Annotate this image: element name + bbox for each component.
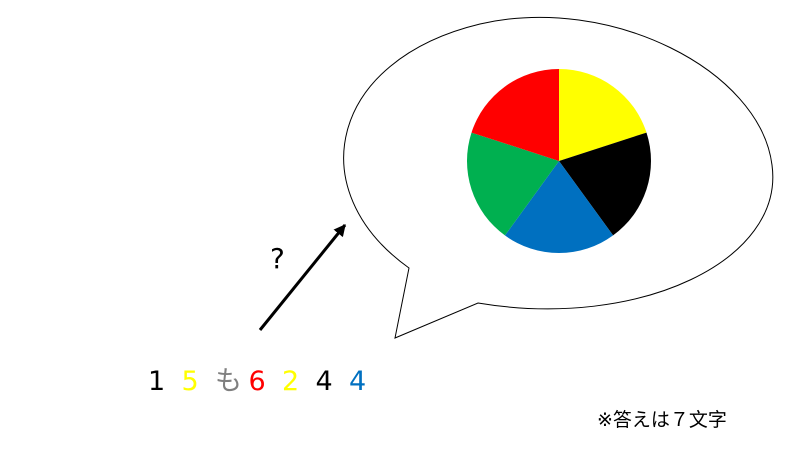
wheel-segment-green (466, 132, 559, 236)
wheel-segment-blue (504, 161, 614, 254)
wheel-segment-yellow (559, 69, 647, 161)
sequence-char: 2 (282, 366, 299, 397)
sequence-char: 4 (316, 366, 333, 397)
arrow (258, 224, 347, 331)
sequence-char: 6 (249, 366, 266, 397)
color-wheel (466, 69, 652, 254)
sequence-char: も (215, 366, 242, 397)
answer-length-note: ※答えは７文字 (597, 409, 727, 431)
sequence-char: 5 (182, 366, 199, 397)
wheel-segment-red (471, 69, 559, 161)
sequence-char: 1 (148, 366, 165, 397)
wheel-segment-black (559, 132, 652, 236)
question-mark: ? (270, 242, 285, 275)
sequence-char: 4 (349, 366, 366, 397)
